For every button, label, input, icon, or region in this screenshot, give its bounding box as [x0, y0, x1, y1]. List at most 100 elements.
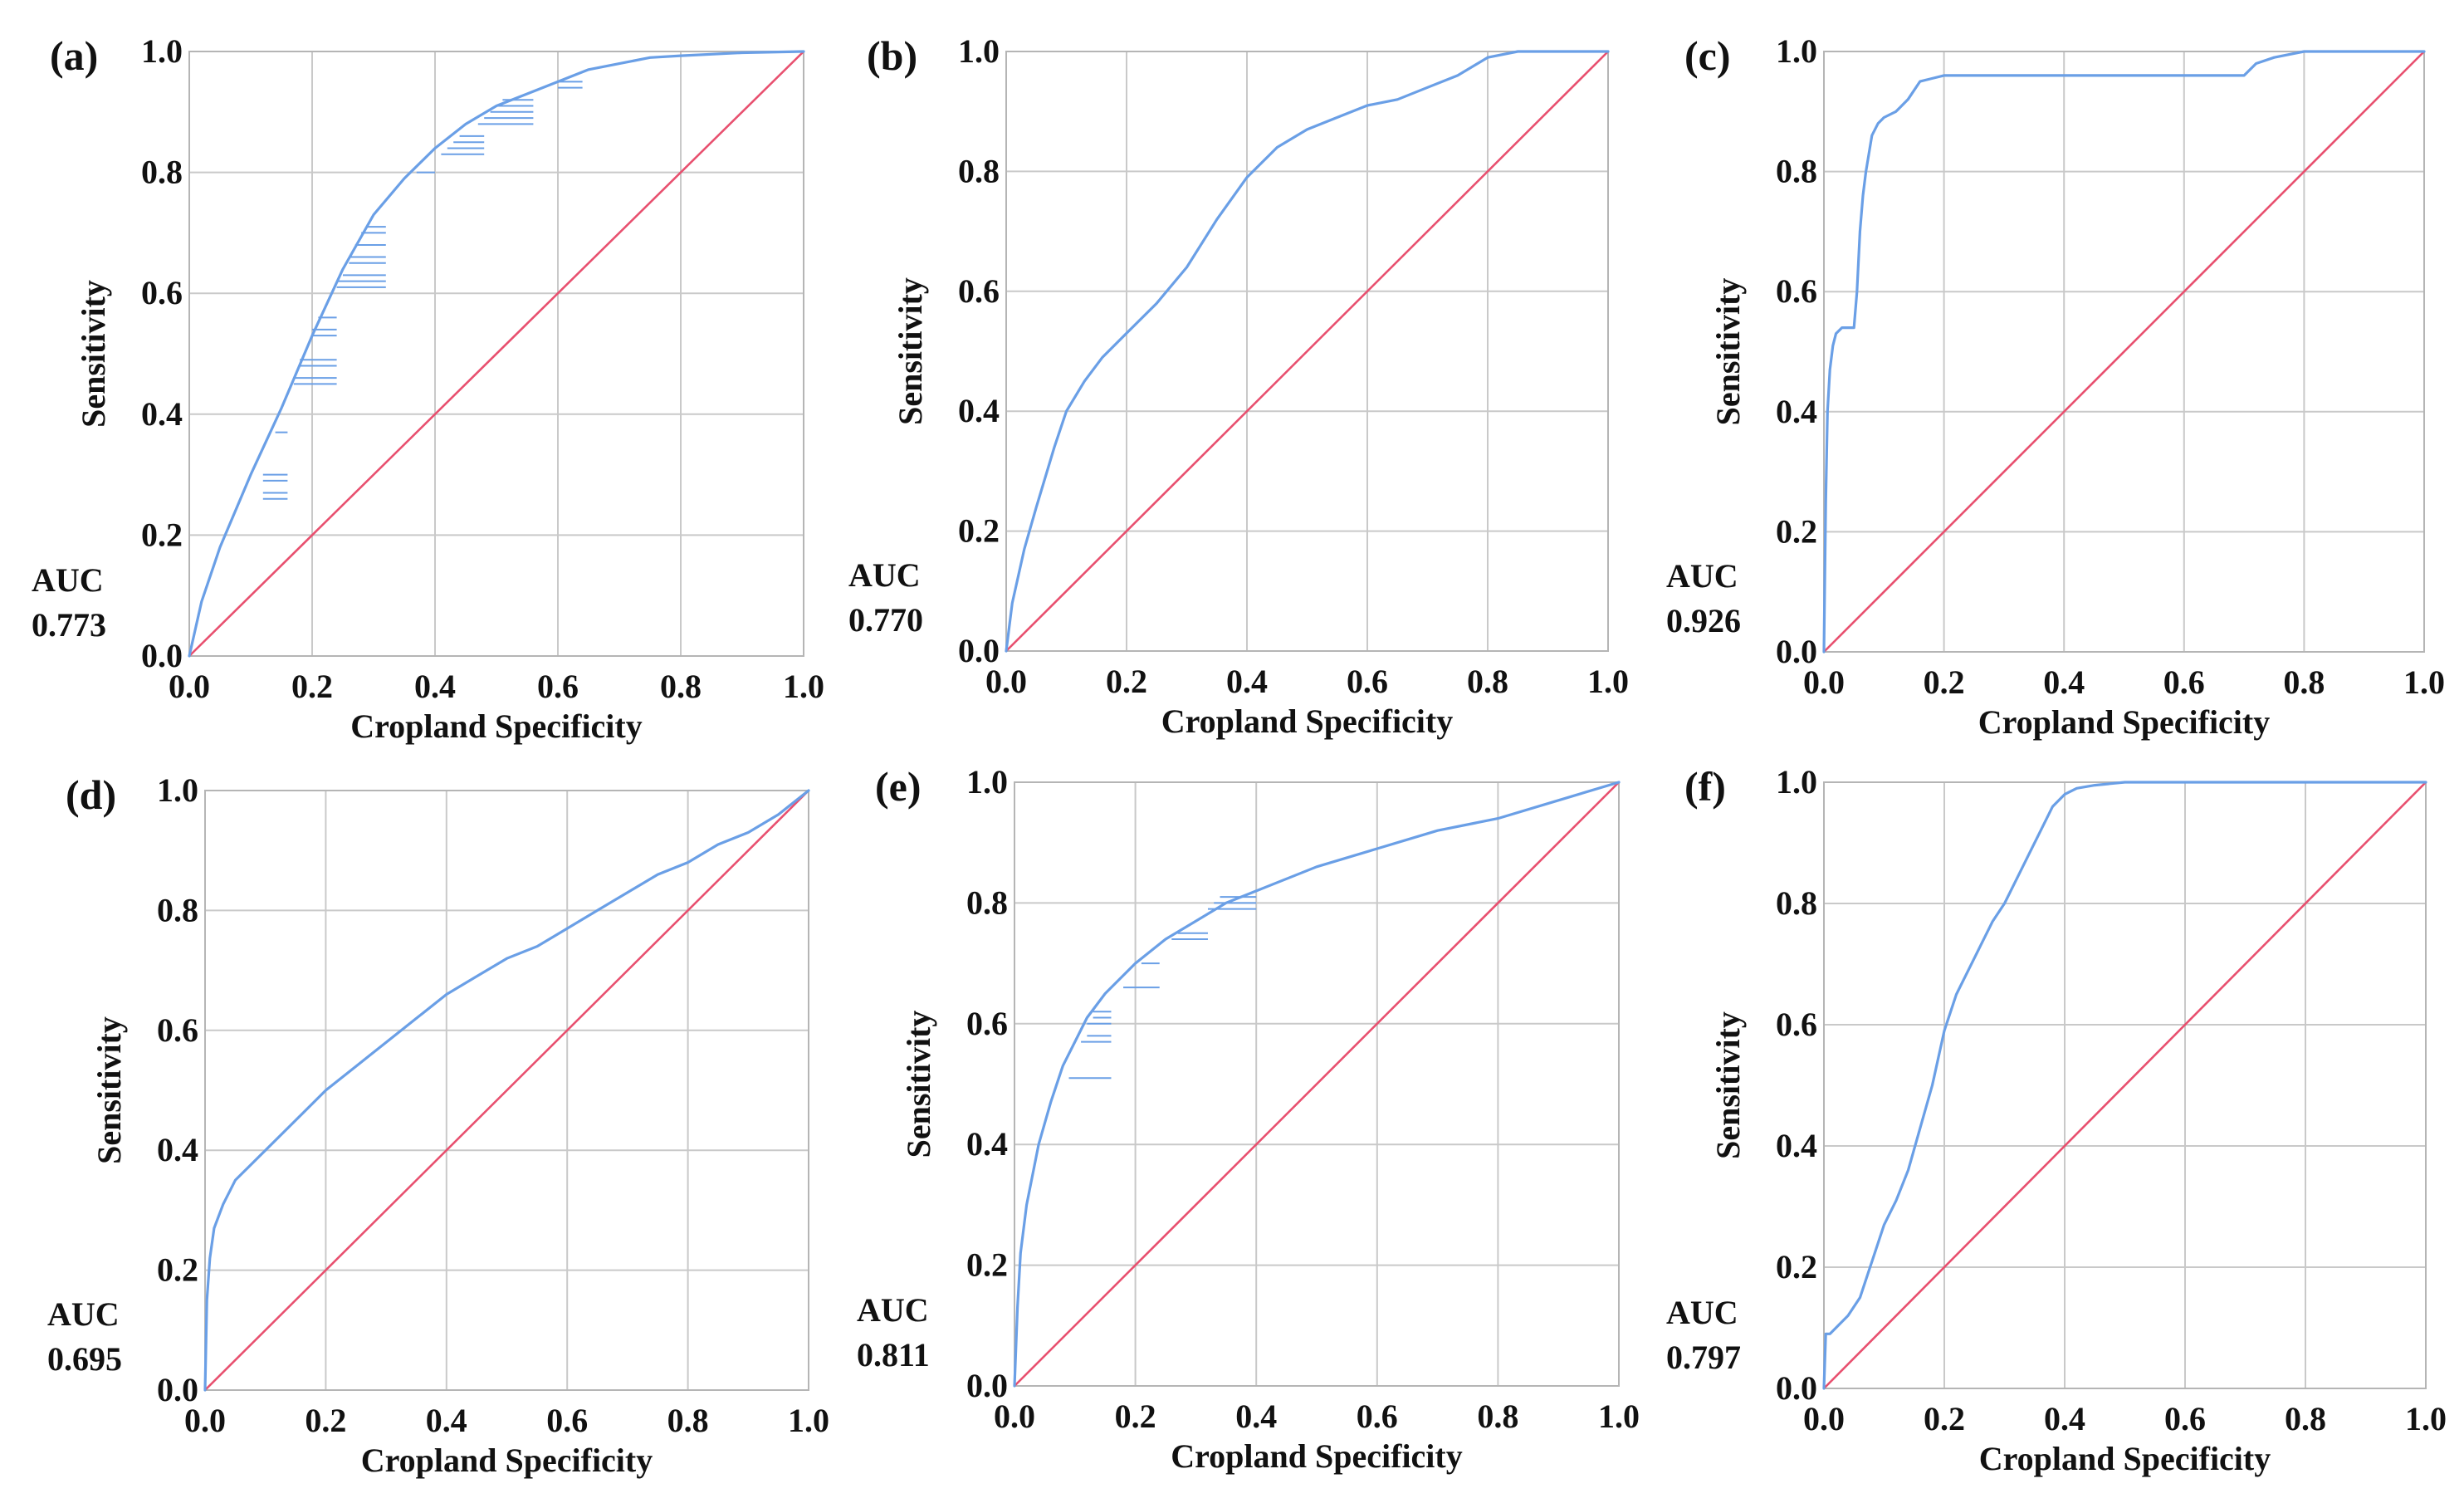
x-tick-label: 0.4 — [414, 668, 456, 705]
x-tick-label: 0.2 — [1106, 663, 1147, 700]
panel-label: (e) — [875, 763, 922, 810]
x-axis-title: Cropland Specificity — [1161, 703, 1454, 740]
panel-label: (a) — [50, 32, 98, 79]
y-tick-label: 0.0 — [141, 637, 183, 674]
roc-panel-f: 0.0 0.2 0.4 0.6 0.8 1.0 0.0 0.2 0.4 0.6 0.8 1.0 Crop… — [1666, 763, 2447, 1477]
y-tick-label: 0.2 — [1776, 512, 1817, 550]
plot-frame — [204, 790, 809, 1391]
roc-panel-d: 0.0 0.2 0.4 0.6 0.8 1.0 0.0 0.2 0.4 0.6 0.8 1.0 Crop… — [47, 771, 829, 1479]
x-tick-label: 0.8 — [2285, 1400, 2326, 1437]
x-tick-label: 0.2 — [1115, 1398, 1156, 1435]
auc-label: AUC — [32, 561, 104, 599]
y-tick-label: 0.6 — [1776, 1006, 1817, 1043]
x-axis-title: Cropland Specificity — [350, 707, 643, 745]
auc-value: 0.797 — [1666, 1339, 1741, 1376]
y-tick-label: 0.8 — [966, 884, 1008, 921]
y-tick-label: 0.8 — [157, 891, 198, 928]
x-tick-label: 0.8 — [1477, 1398, 1518, 1435]
y-tick-label: 0.0 — [966, 1367, 1008, 1404]
x-tick-label: 0.4 — [426, 1402, 467, 1439]
y-axis-title: Sensitivity — [900, 1011, 937, 1158]
x-axis-title: Cropland Specificity — [1978, 703, 2271, 741]
x-tick-label: 1.0 — [2403, 663, 2445, 701]
x-tick-label: 0.0 — [985, 663, 1027, 700]
x-tick-label: 0.8 — [1467, 663, 1508, 700]
y-tick-label: 0.8 — [1776, 884, 1817, 922]
y-tick-label: 0.4 — [141, 395, 183, 433]
y-tick-label: 0.2 — [1776, 1248, 1817, 1285]
y-tick-label: 0.2 — [966, 1246, 1008, 1284]
x-tick-label: 1.0 — [1587, 663, 1629, 700]
x-tick-label: 0.6 — [2164, 1400, 2206, 1437]
auc-value: 0.811 — [857, 1336, 930, 1373]
auc-value: 0.770 — [848, 601, 923, 639]
roc-panel-e: 0.0 0.2 0.4 0.6 0.8 1.0 0.0 0.2 0.4 0.6 0.8 1.0 Crop… — [857, 763, 1640, 1475]
x-tick-label: 1.0 — [2405, 1400, 2447, 1437]
roc-curve-line — [1822, 50, 2426, 654]
x-tick-label: 0.0 — [169, 668, 210, 705]
auc-value: 0.695 — [47, 1340, 122, 1378]
reference-diagonal-line — [188, 51, 804, 657]
x-tick-label: 0.6 — [1347, 663, 1388, 700]
roc-curve-line — [203, 789, 810, 1392]
y-tick-label: 0.4 — [958, 392, 1000, 429]
x-axis-title: Cropland Specificity — [1979, 1440, 2271, 1477]
roc-curve-line — [188, 50, 805, 658]
plot-frame — [1005, 51, 1609, 652]
x-tick-label: 0.2 — [1924, 1400, 1965, 1437]
roc-curve-line — [1822, 781, 2427, 1390]
x-tick-label: 0.0 — [1803, 1400, 1845, 1437]
roc-panel-a: 0.0 0.2 0.4 0.6 0.8 1.0 0.0 0.2 0.4 0.6 0.8 1.0 Crop… — [32, 32, 824, 745]
x-tick-label: 1.0 — [783, 668, 824, 705]
x-tick-label: 0.4 — [2043, 663, 2085, 701]
x-tick-label: 0.8 — [667, 1402, 709, 1439]
y-tick-label: 1.0 — [141, 32, 183, 70]
reference-diagonal-line — [1005, 51, 1609, 652]
x-tick-label: 0.0 — [184, 1402, 226, 1439]
y-tick-label: 0.6 — [141, 274, 183, 311]
roc-curve-line — [1005, 50, 1610, 653]
y-tick-label: 0.4 — [1776, 393, 1817, 430]
x-tick-label: 0.8 — [660, 668, 702, 705]
y-tick-label: 1.0 — [966, 763, 1008, 801]
y-tick-label: 0.2 — [157, 1251, 198, 1289]
auc-label: AUC — [47, 1295, 120, 1333]
auc-value: 0.773 — [32, 606, 106, 644]
y-tick-label: 0.0 — [157, 1371, 198, 1408]
reference-diagonal-line — [1014, 781, 1620, 1387]
y-axis-title: Sensitivity — [1709, 278, 1747, 426]
y-tick-label: 0.6 — [1776, 272, 1817, 310]
x-tick-label: 0.6 — [2163, 663, 2205, 701]
y-tick-label: 0.0 — [1776, 1369, 1817, 1407]
panel-label: (c) — [1684, 32, 1731, 79]
y-tick-label: 0.6 — [966, 1005, 1008, 1042]
x-tick-label: 0.6 — [1357, 1398, 1398, 1435]
x-tick-label: 0.4 — [2044, 1400, 2085, 1437]
x-tick-label: 0.4 — [1226, 663, 1268, 700]
auc-label: AUC — [848, 556, 921, 594]
y-tick-label: 0.4 — [157, 1131, 198, 1168]
x-tick-label: 0.0 — [1803, 663, 1845, 701]
reference-diagonal-line — [1823, 781, 2427, 1389]
auc-label: AUC — [1666, 557, 1738, 595]
y-tick-label: 0.6 — [958, 272, 1000, 310]
roc-panel-c: 0.0 0.2 0.4 0.6 0.8 1.0 0.0 0.2 0.4 0.6 0.8 1.0 Crop… — [1666, 32, 2445, 741]
plot-frame — [1014, 781, 1620, 1387]
roc-curve-line — [1013, 781, 1621, 1388]
y-tick-label: 0.8 — [958, 152, 1000, 189]
y-tick-label: 0.4 — [1776, 1127, 1817, 1164]
plot-frame — [1823, 51, 2425, 653]
x-axis-title: Cropland Specificity — [1171, 1437, 1463, 1475]
y-axis-title: Sensitivity — [892, 277, 929, 425]
x-tick-label: 1.0 — [788, 1402, 829, 1439]
x-tick-label: 0.6 — [537, 668, 579, 705]
reference-diagonal-line — [1823, 51, 2425, 653]
auc-label: AUC — [857, 1291, 929, 1329]
y-axis-title: Sensitivity — [75, 280, 112, 428]
panel-label: (f) — [1684, 763, 1726, 810]
y-tick-label: 0.6 — [157, 1011, 198, 1049]
y-tick-label: 1.0 — [1776, 32, 1817, 70]
y-tick-label: 0.8 — [141, 154, 183, 191]
y-axis-title: Sensitivity — [1709, 1011, 1747, 1159]
y-axis-title: Sensitivity — [90, 1016, 128, 1164]
